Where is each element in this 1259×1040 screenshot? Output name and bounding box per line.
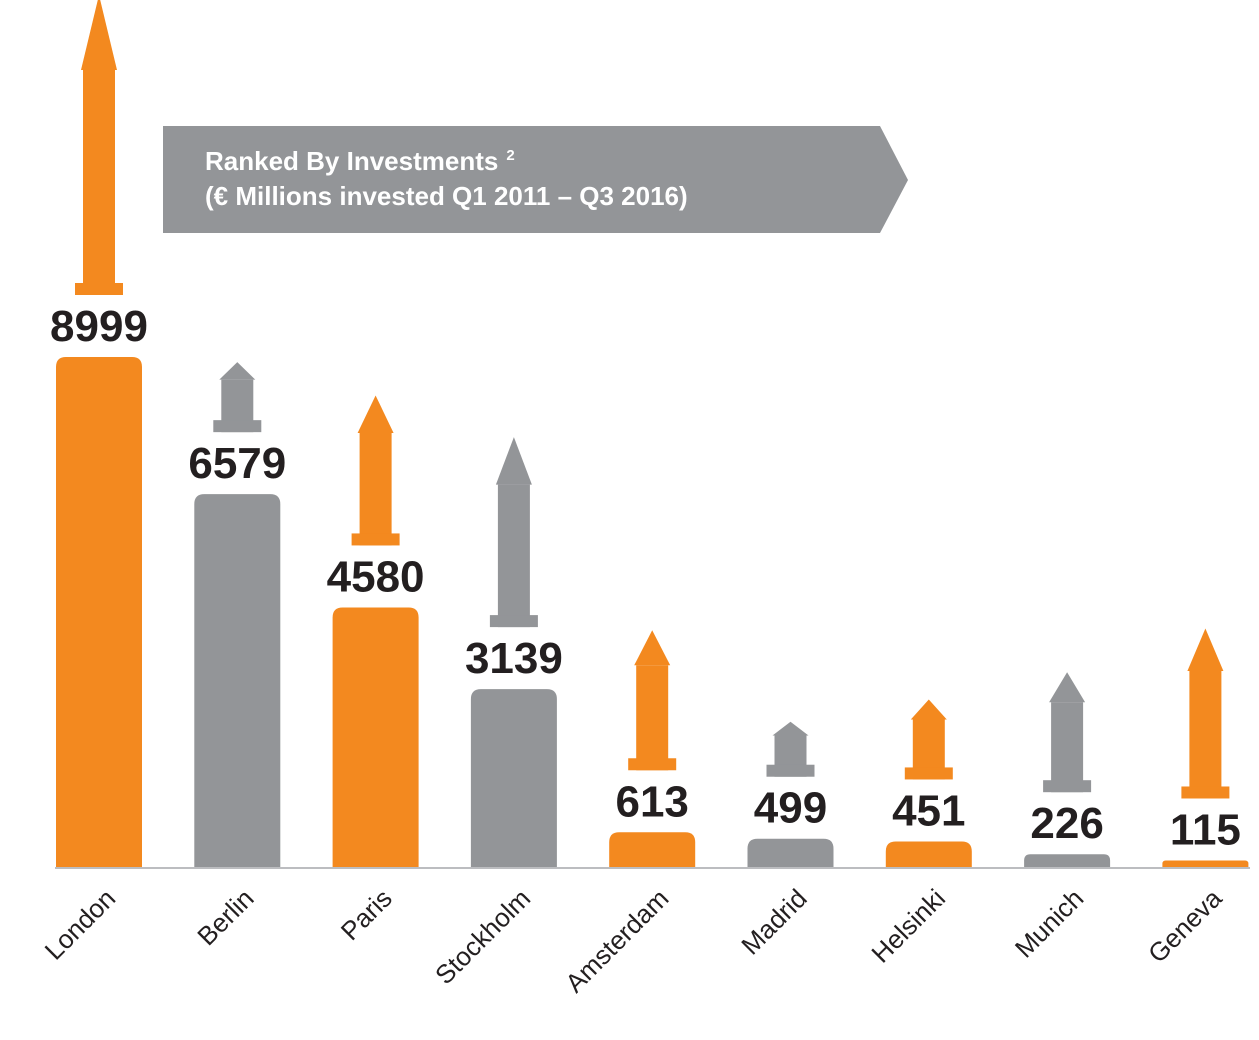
icon-body [1051, 702, 1084, 793]
icon-roof [81, 0, 117, 70]
value-label: 6579 [188, 439, 286, 488]
icon-roof [772, 721, 809, 736]
bar [609, 832, 696, 867]
bar [56, 357, 142, 867]
landmark-icon [213, 362, 262, 433]
bar [332, 607, 419, 867]
value-label: 499 [754, 784, 827, 833]
bar [1024, 854, 1111, 867]
landmark-icon [489, 437, 538, 628]
landmark-icon [351, 395, 400, 546]
icon-roof [357, 395, 394, 433]
icon-foot [75, 283, 123, 295]
bar [194, 494, 281, 867]
value-label: 4580 [327, 552, 425, 601]
icon-roof [910, 699, 947, 720]
landmark-icon [766, 721, 815, 777]
icon-foot [766, 764, 815, 777]
icon-roof [1187, 628, 1224, 671]
icon-body [83, 70, 115, 295]
value-label: 3139 [465, 634, 563, 683]
chart-title: Ranked By Investments 2 [205, 146, 515, 176]
x-tick-label: Munich [1009, 883, 1089, 963]
icon-foot [628, 758, 677, 771]
x-tick-label: Paris [335, 883, 398, 946]
bar [470, 689, 557, 867]
icon-roof [1049, 672, 1086, 703]
icon-foot [904, 767, 953, 780]
icon-foot [1043, 780, 1092, 793]
bar [1162, 860, 1249, 867]
icon-roof [495, 437, 532, 485]
value-label: 451 [892, 786, 965, 835]
landmark-icon [75, 0, 123, 295]
icon-body [636, 665, 669, 771]
x-tick-label: Berlin [191, 883, 259, 951]
title-footnote: 2 [506, 147, 514, 164]
icon-foot [489, 615, 538, 628]
icon-roof [634, 630, 671, 666]
x-tick-label: Geneva [1142, 883, 1228, 969]
x-tick-label: Stockholm [429, 883, 536, 990]
value-label: 226 [1030, 799, 1103, 848]
x-tick-label: Madrid [735, 883, 812, 960]
value-label: 613 [615, 777, 688, 826]
bar [747, 838, 834, 867]
landmark-icon [1181, 628, 1230, 799]
icon-foot [213, 420, 262, 433]
x-tick-label: Helsinki [865, 883, 951, 969]
icon-body [497, 484, 530, 628]
value-label: 115 [1170, 805, 1241, 854]
landmark-icon [1043, 672, 1092, 793]
icon-foot [1181, 786, 1230, 799]
landmark-icon [904, 699, 953, 780]
icon-body [1189, 670, 1222, 799]
x-tick-label: London [39, 883, 122, 966]
bar [885, 841, 972, 867]
x-tick-label: Amsterdam [559, 883, 674, 998]
title-text: Ranked By Investments [205, 146, 498, 176]
icon-body [359, 432, 392, 546]
icon-foot [351, 533, 400, 546]
chart-subtitle: (€ Millions invested Q1 2011 – Q3 2016) [205, 181, 688, 211]
landmark-icon [628, 630, 677, 771]
value-label: 8999 [50, 302, 148, 351]
title-banner [163, 126, 908, 233]
icon-roof [219, 362, 256, 380]
